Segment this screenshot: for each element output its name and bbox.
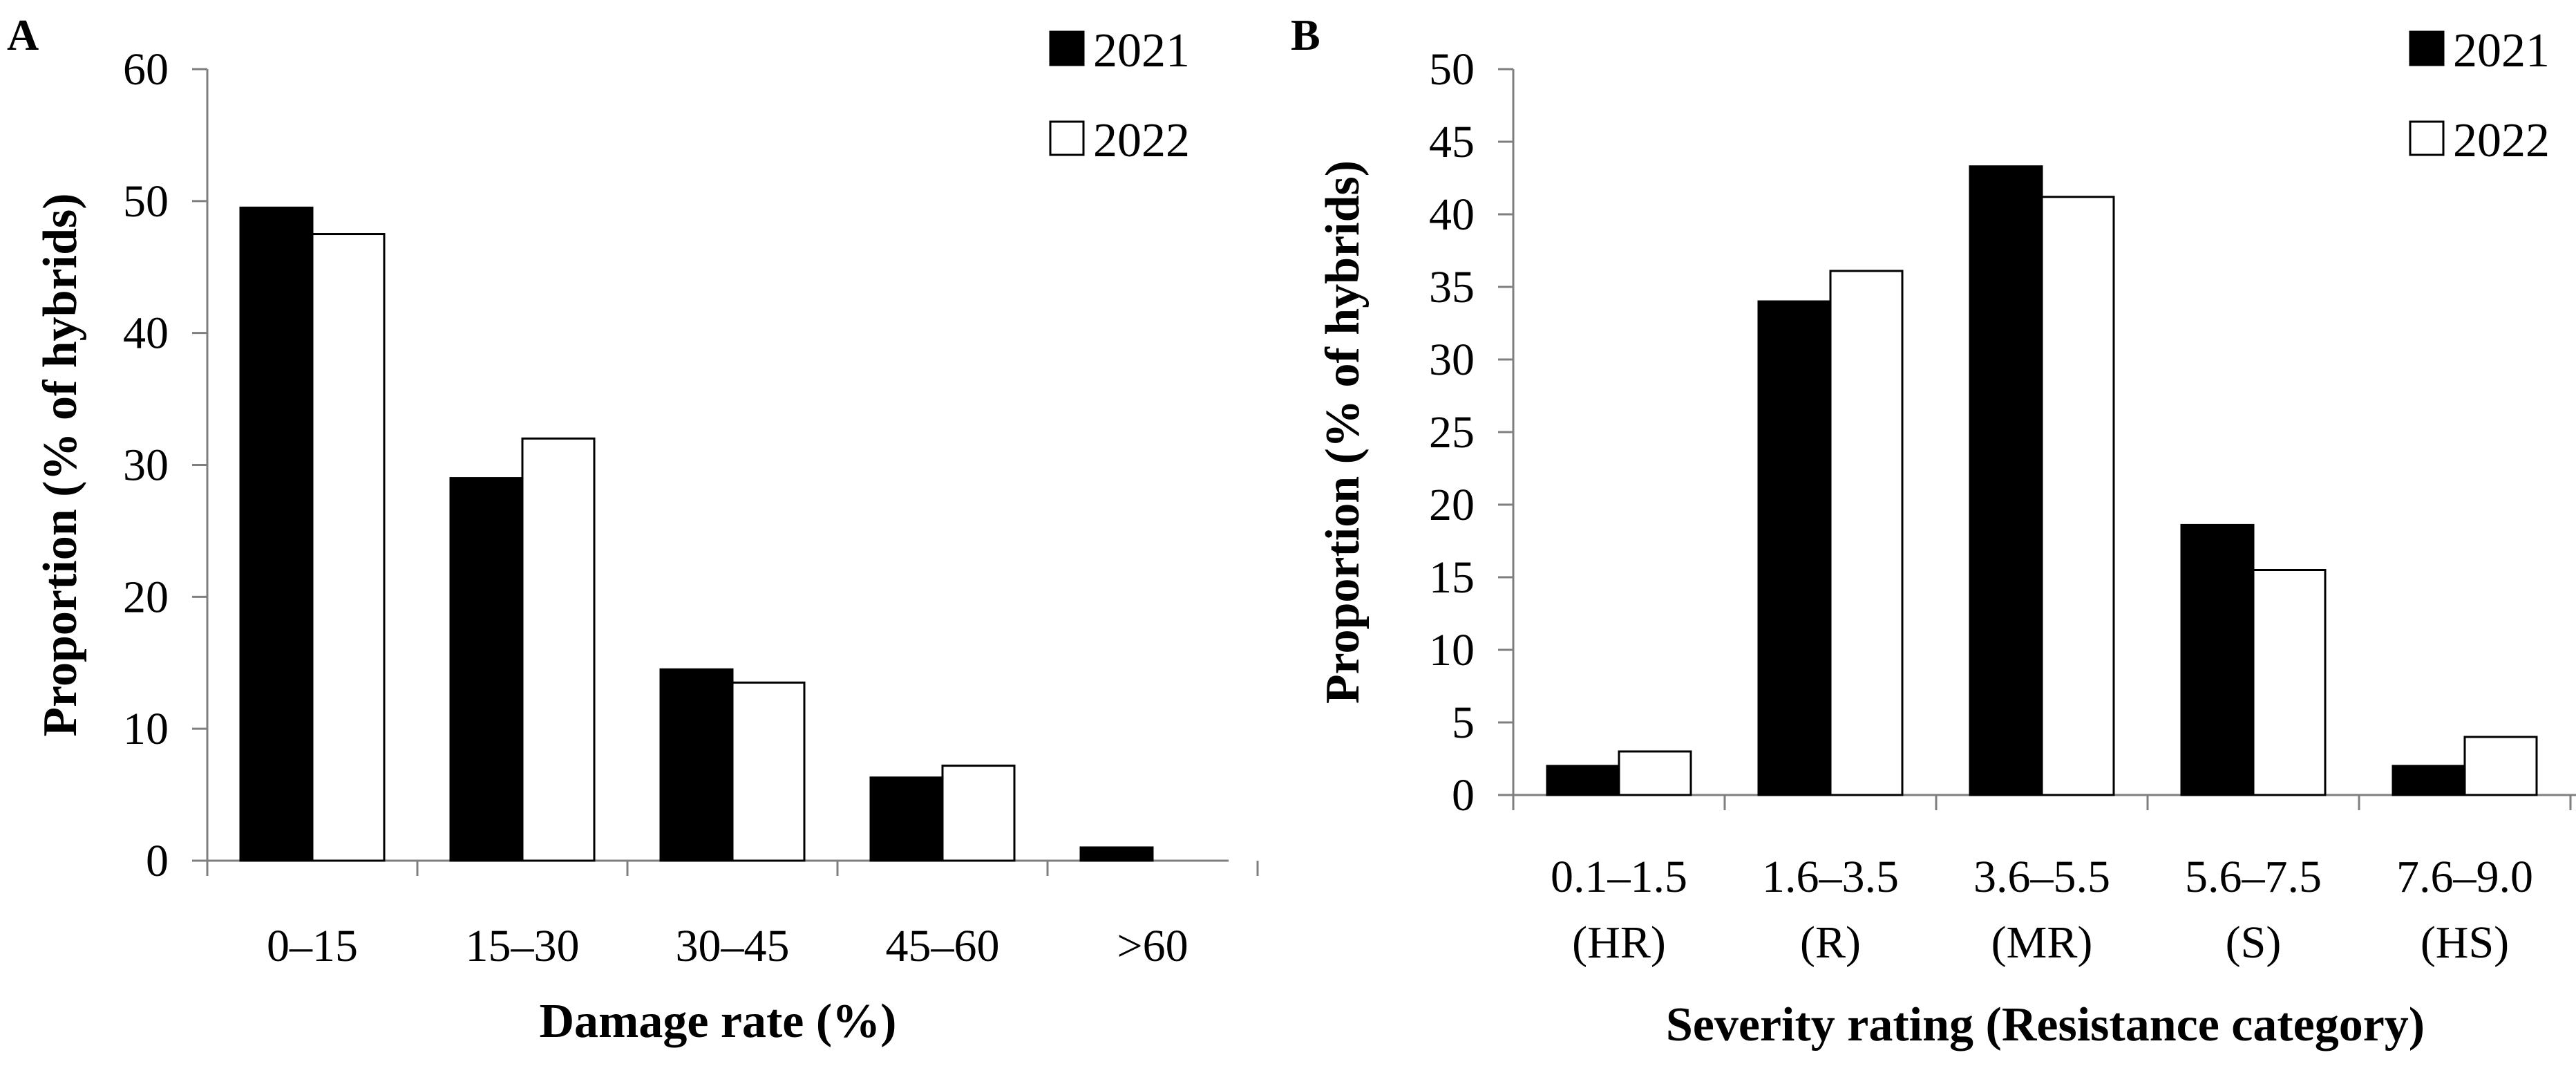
bar-2021-2 [659, 668, 734, 862]
y-tick-label: 0 [1452, 770, 1475, 821]
y-tick-label: 5 [1452, 698, 1475, 748]
bar-2021-1 [449, 477, 524, 862]
bar-2022-1 [521, 437, 596, 862]
bar-2022-0 [1618, 750, 1692, 796]
x-tick-label: 5.6–7.5 [2185, 852, 2322, 902]
bar-2021-3 [869, 776, 944, 862]
x-tick-label: 7.6–9.0 [2396, 852, 2533, 902]
legend-label: 2021 [1093, 24, 1190, 77]
legend-label: 2022 [1093, 114, 1190, 167]
bar-2021-3 [2180, 523, 2255, 796]
legend-swatch-2021 [1049, 30, 1085, 66]
bar-2022-3 [941, 765, 1016, 862]
x-tick-label: (MR) [1991, 917, 2093, 968]
bar-2022-1 [1829, 270, 1904, 796]
bar-2022-3 [2252, 569, 2327, 796]
y-tick-label: 10 [123, 704, 169, 754]
y-tick-label: 15 [1429, 552, 1475, 603]
chart-panel-b: B 0 5 10 15 20 25 30 35 40 45 50 0.1–1.5 (HR) 1.6–3.5 (… [1291, 10, 2576, 1051]
x-tick-label: 1.6–3.5 [1762, 852, 1899, 902]
y-axis-title: Proportion (% of hybrids) [34, 193, 87, 736]
x-tick-label: 30–45 [676, 921, 790, 971]
x-tick-label: 3.6–5.5 [1973, 852, 2110, 902]
y-tick-label: 35 [1429, 262, 1475, 312]
y-tick-label: 50 [1429, 44, 1475, 95]
x-tick-label: (S) [2226, 917, 2282, 968]
bar-2021-2 [1969, 165, 2043, 796]
x-tick-label: (HS) [2421, 917, 2509, 968]
y-tick-label: 30 [123, 440, 169, 491]
legend-swatch-2022 [1049, 120, 1085, 156]
y-tick-label: 40 [123, 308, 169, 359]
x-axis-title: Damage rate (%) [539, 995, 896, 1048]
y-tick-label: 60 [123, 44, 169, 95]
bar-2021-0 [239, 206, 314, 862]
y-tick-label: 10 [1429, 625, 1475, 675]
y-tick-label: 0 [146, 836, 169, 886]
panel-letter: B [1291, 10, 1320, 59]
bar-2021-4 [1079, 846, 1154, 862]
y-tick-label: 20 [123, 572, 169, 622]
y-tick-label: 25 [1429, 407, 1475, 458]
chart-panel-a: A 0 10 20 30 40 50 60 0–15 15–30 30–45 45–60 >60 Dama… [7, 10, 1259, 1048]
x-tick-label: (HR) [1572, 917, 1666, 968]
x-tick-label: 0–15 [267, 921, 358, 971]
legend-swatch-2022 [2409, 120, 2445, 156]
x-tick-label: (R) [1800, 917, 1861, 968]
legend-swatch-2021 [2409, 30, 2445, 66]
x-tick-label: 15–30 [466, 921, 580, 971]
y-axis-title: Proportion (% of hybrids) [1316, 160, 1370, 704]
bar-2022-2 [731, 681, 806, 862]
y-tick-label: 45 [1429, 117, 1475, 167]
x-tick-label: 45–60 [886, 921, 1000, 971]
bar-2021-1 [1757, 300, 1832, 796]
legend-label: 2021 [2453, 24, 2550, 77]
y-tick-label: 50 [123, 176, 169, 227]
x-tick-label: >60 [1117, 921, 1188, 971]
x-axis-title: Severity rating (Resistance category) [1666, 998, 2425, 1051]
y-tick-label: 20 [1429, 480, 1475, 530]
bar-2022-2 [2040, 196, 2115, 796]
x-tick-label: 0.1–1.5 [1551, 852, 1687, 902]
bar-2022-0 [311, 233, 386, 862]
bar-2021-0 [1546, 765, 1620, 796]
legend-label: 2022 [2453, 114, 2550, 167]
bar-2021-4 [2392, 765, 2466, 796]
panel-letter: A [7, 10, 39, 59]
bar-2022-4 [2463, 736, 2538, 796]
y-tick-label: 30 [1429, 335, 1475, 385]
y-tick-label: 40 [1429, 189, 1475, 240]
